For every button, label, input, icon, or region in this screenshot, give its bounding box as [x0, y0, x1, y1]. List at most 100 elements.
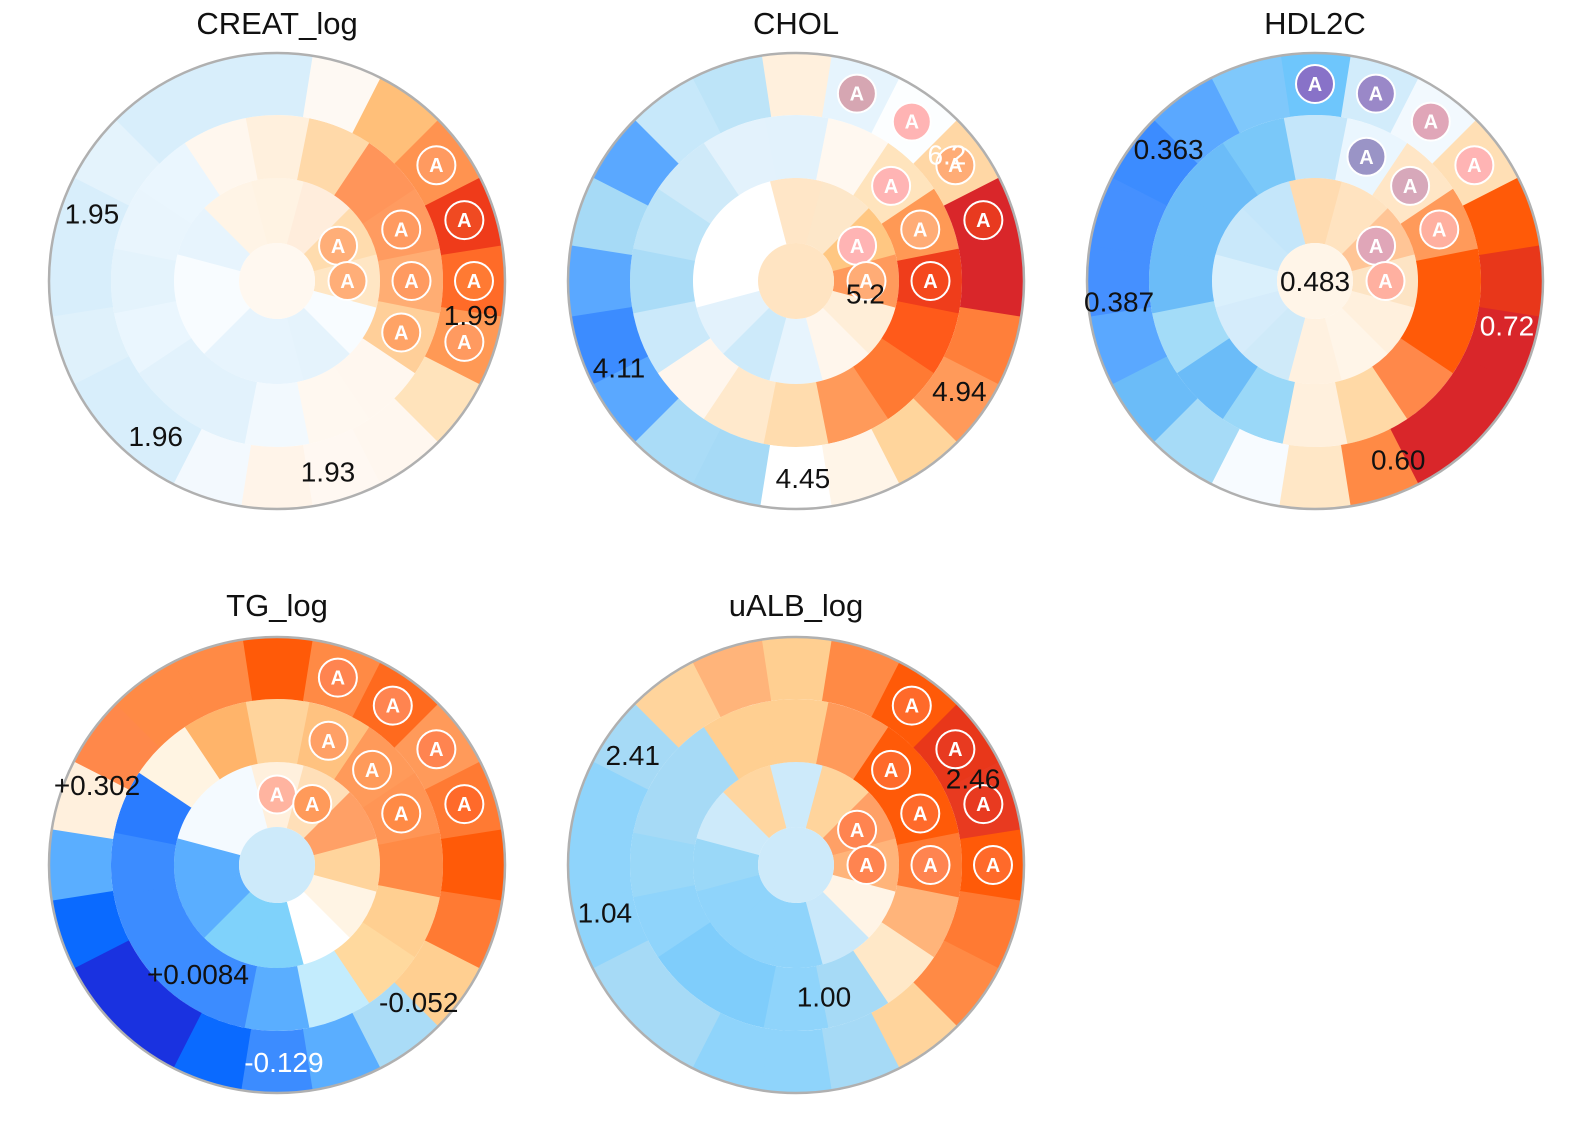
heat-cell	[296, 366, 370, 445]
heat-cell	[303, 290, 377, 355]
heat-cell	[1211, 55, 1291, 134]
heat-cell	[239, 444, 313, 509]
marker-glyph: A	[331, 668, 345, 690]
marker-badge: A	[381, 793, 422, 834]
marker-glyph: A	[905, 112, 919, 134]
heat-cell	[1176, 337, 1258, 420]
marker-glyph: A	[457, 332, 471, 354]
marker-badge: A	[454, 261, 494, 301]
heat-cell	[630, 247, 696, 314]
marker-badge: A	[935, 145, 976, 186]
heat-cell	[296, 950, 370, 1029]
marker-glyph: A	[394, 804, 408, 826]
heat-cell	[1242, 181, 1306, 255]
heat-cell	[762, 381, 829, 447]
panel-title: HDL2C	[1264, 6, 1366, 41]
heat-cell	[114, 397, 202, 485]
marker-glyph: A	[859, 271, 873, 293]
heat-cell	[723, 181, 787, 255]
heat-cell	[1111, 118, 1199, 206]
marker-glyph: A	[948, 739, 962, 761]
marker-glyph: A	[404, 271, 418, 293]
marker-badge: A	[1355, 73, 1396, 114]
outer-border	[1085, 51, 1545, 511]
value-label: 4.45	[776, 463, 831, 494]
value-label: 0.60	[1371, 445, 1426, 476]
heat-cell	[696, 207, 770, 272]
heat-cell	[313, 838, 380, 893]
marker-badge: A	[910, 261, 951, 301]
heat-cell	[203, 891, 268, 965]
heat-cell	[111, 247, 177, 314]
value-label: 1.96	[128, 421, 183, 452]
marker-glyph: A	[1308, 74, 1322, 96]
heat-cell	[1215, 207, 1289, 272]
heat-cell	[570, 889, 649, 969]
heat-cell	[177, 874, 251, 938]
marker-glyph: A	[1369, 84, 1383, 106]
heat-cell	[592, 355, 679, 443]
marker-glyph: A	[321, 731, 335, 753]
heat-cell	[570, 305, 649, 385]
heat-cell	[1241, 307, 1306, 381]
marker-glyph: A	[1378, 271, 1392, 293]
heat-cell	[805, 181, 870, 255]
value-label: +0.0084	[147, 959, 249, 990]
heat-cell	[114, 771, 192, 845]
heat-cell	[657, 142, 740, 224]
heat-cell	[1334, 366, 1408, 445]
heat-cell	[239, 1028, 313, 1093]
marker-glyph: A	[923, 855, 937, 877]
heat-cell	[297, 118, 371, 196]
heat-cell	[1277, 444, 1351, 509]
marker-badge: A	[1346, 136, 1387, 177]
marker-badge: A	[1356, 225, 1397, 266]
heat-cell	[351, 398, 439, 485]
heat-cell	[1371, 338, 1454, 420]
value-label: 0.483	[1280, 266, 1350, 297]
heat-cell	[1281, 381, 1348, 447]
marker-glyph: A	[859, 855, 873, 877]
heat-cell	[1153, 77, 1241, 164]
marker-badge: A	[308, 720, 349, 761]
heat-cell	[183, 366, 257, 444]
value-label: 4.11	[593, 352, 645, 383]
heat-cell	[393, 356, 481, 444]
outer-border	[566, 51, 1026, 511]
value-label: 1.93	[301, 456, 356, 487]
value-label: 1.99	[444, 300, 499, 331]
heat-cell	[249, 317, 304, 384]
marker-glyph: A	[394, 220, 408, 242]
heat-cell	[703, 701, 777, 780]
value-label: 1.00	[797, 982, 852, 1013]
marker-glyph: A	[331, 236, 345, 258]
ring-group	[49, 637, 505, 1093]
heat-cell	[73, 939, 160, 1027]
heat-cell	[634, 77, 722, 164]
heat-cell	[912, 356, 1000, 444]
heat-cell	[1324, 307, 1388, 381]
heat-cell	[592, 118, 680, 206]
heat-cell	[244, 115, 311, 181]
ring-group	[49, 53, 505, 509]
heat-cell	[657, 921, 739, 1004]
heat-cell	[568, 827, 633, 901]
heat-cell	[51, 889, 130, 969]
marker-badge: A	[381, 312, 422, 353]
heat-cell	[820, 428, 900, 507]
marker-glyph: A	[1359, 147, 1373, 169]
heat-cell	[303, 874, 377, 939]
marker-glyph: A	[884, 176, 898, 198]
heat-cell	[203, 307, 268, 381]
marker-glyph: A	[850, 820, 864, 842]
value-label: 4.94	[932, 376, 987, 407]
heat-cell	[703, 117, 777, 196]
heat-cell	[822, 874, 896, 939]
heat-cell	[1152, 397, 1240, 485]
heat-cell	[912, 940, 1000, 1028]
heat-cell	[693, 837, 760, 892]
marker-badge: A	[444, 321, 485, 362]
marker-badge: A	[891, 685, 932, 726]
